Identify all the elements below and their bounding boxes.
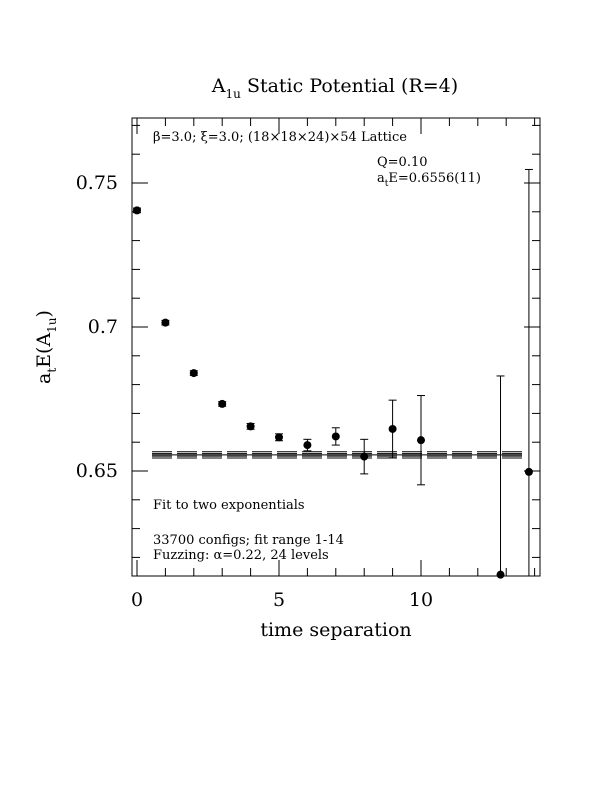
data-point-1 bbox=[161, 318, 170, 327]
data-point-8 bbox=[360, 438, 369, 475]
data-point-2 bbox=[189, 369, 198, 378]
marker bbox=[161, 318, 170, 327]
data-point-6 bbox=[303, 438, 312, 452]
data-point-7 bbox=[331, 427, 340, 446]
x-tick-label-0: 0 bbox=[131, 589, 143, 611]
data-point-11 bbox=[496, 375, 505, 579]
marker bbox=[417, 436, 425, 445]
marker bbox=[303, 441, 312, 450]
data-point-9 bbox=[388, 399, 397, 459]
y-tick-label-0.75: 0.75 bbox=[76, 172, 118, 194]
data-point-12 bbox=[524, 168, 533, 576]
x-axis-label: time separation bbox=[260, 619, 411, 641]
fuzzing-annotation: Fuzzing: α=0.22, 24 levels bbox=[153, 548, 329, 563]
data-point-4 bbox=[246, 422, 255, 431]
marker bbox=[275, 433, 283, 442]
y-tick-label-0.7: 0.7 bbox=[88, 316, 118, 338]
data-point-10 bbox=[417, 395, 425, 486]
data-points bbox=[133, 168, 533, 579]
q-annotation: Q=0.10 bbox=[377, 155, 428, 170]
marker bbox=[189, 369, 198, 378]
lattice-annotation: β=3.0; ξ=3.0; (18×18×24)×54 Lattice bbox=[153, 130, 407, 145]
configs-annotation: 33700 configs; fit range 1-14 bbox=[153, 533, 344, 548]
marker bbox=[388, 424, 397, 433]
data-point-5 bbox=[275, 433, 283, 442]
y-tick-label-0.65: 0.65 bbox=[76, 460, 118, 482]
marker bbox=[524, 467, 533, 476]
fit-label: Fit to two exponentials bbox=[153, 498, 305, 513]
energy-annotation: atE=0.6556(11) bbox=[377, 171, 481, 189]
fit-band bbox=[152, 451, 522, 459]
y-axis-label: atE(A1u) bbox=[33, 310, 59, 384]
data-point-0 bbox=[133, 206, 141, 215]
marker bbox=[331, 432, 340, 441]
marker bbox=[496, 570, 505, 579]
x-tick-label-10: 10 bbox=[409, 589, 433, 611]
marker bbox=[360, 452, 369, 461]
marker bbox=[133, 206, 141, 215]
marker bbox=[218, 399, 227, 408]
data-point-3 bbox=[218, 399, 227, 408]
x-tick-label-5: 5 bbox=[273, 589, 285, 611]
chart-title: A1u Static Potential (R=4) bbox=[211, 75, 458, 101]
marker bbox=[246, 422, 255, 431]
